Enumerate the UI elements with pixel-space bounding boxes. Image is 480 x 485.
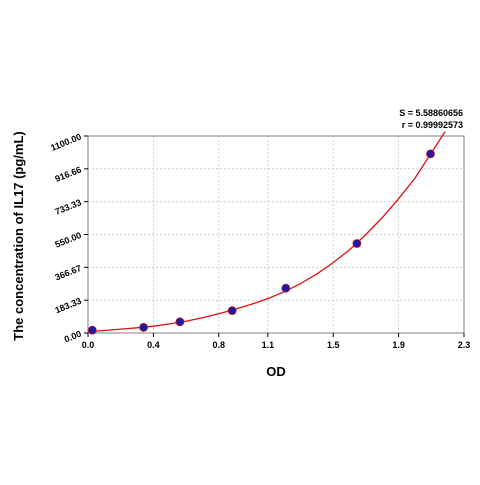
y-tick-label: 183.33 [53, 296, 82, 316]
x-tick-label: 0.4 [147, 340, 160, 350]
stat-s-value: S = 5.58860656 [399, 108, 463, 118]
data-point-layer [87, 149, 435, 335]
data-point [281, 283, 291, 293]
x-tick-label: 1.9 [392, 340, 405, 350]
y-tick-label: 366.67 [53, 263, 82, 283]
y-tick-label: 1100.00 [49, 132, 82, 153]
y-tick-label: 0.00 [63, 329, 83, 345]
data-point [426, 149, 435, 159]
data-point [139, 322, 149, 332]
x-tick-label: 0.0 [82, 340, 95, 350]
stat-r-value: r = 0.99992573 [402, 120, 463, 130]
fit-curve-layer [87, 131, 446, 333]
data-point [227, 306, 237, 316]
y-tick-label: 916.66 [53, 164, 82, 184]
x-axis-ticks: 0.0 0.4 0.8 1.1 1.5 1.9 2.3 [82, 333, 471, 350]
x-tick-label: 2.3 [458, 340, 471, 350]
x-axis-title: OD [266, 364, 286, 379]
data-point [87, 325, 97, 335]
grid-layer [87, 135, 465, 334]
data-point [175, 317, 185, 327]
fit-curve [87, 131, 446, 333]
y-tick-label: 733.33 [53, 197, 82, 217]
data-point [352, 239, 362, 248]
x-tick-label: 0.8 [213, 340, 226, 350]
x-tick-label: 1.1 [262, 340, 275, 350]
x-tick-label: 1.5 [327, 340, 340, 350]
y-axis-title: The concentration of IL17 (pg/mL) [11, 131, 26, 340]
y-tick-label: 550.00 [53, 230, 82, 250]
y-axis-ticks: 0.00 183.33 366.67 550.00 733.33 916.66 1100.0… [49, 132, 88, 345]
